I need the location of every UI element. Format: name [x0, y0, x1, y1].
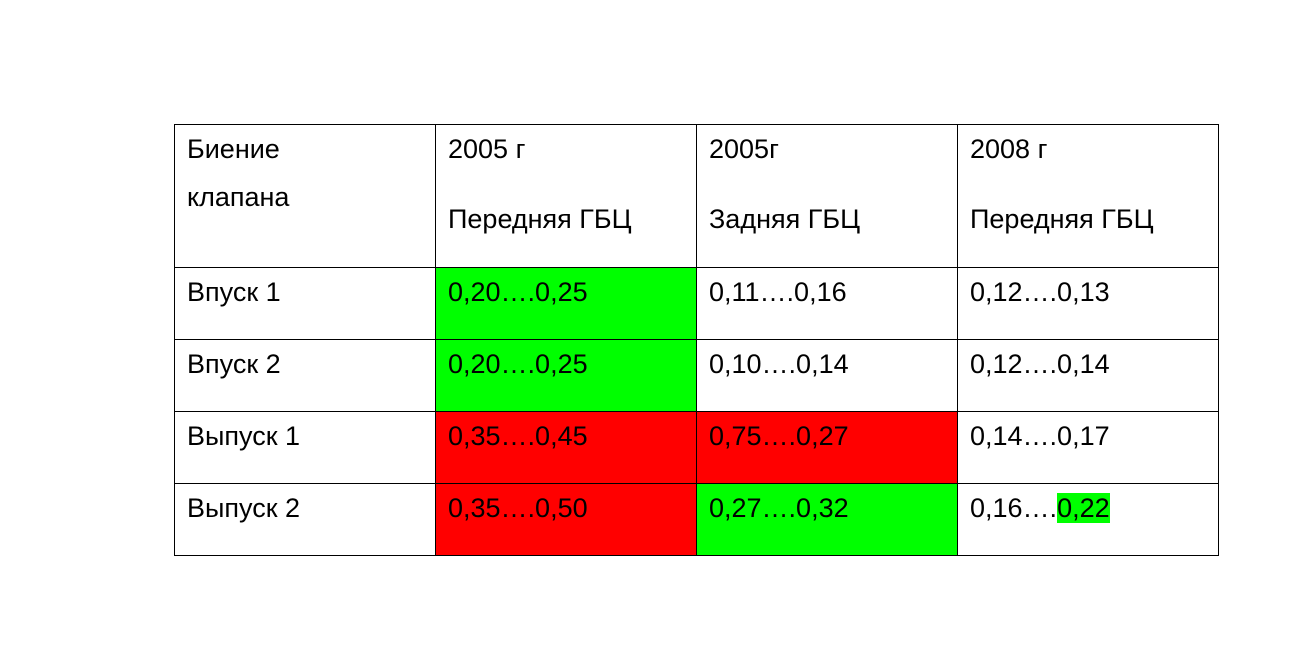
header-row: Биение клапана 2005 г Передняя ГБЦ 2005г З…	[174, 124, 1219, 268]
header-label: Передняя ГБЦ	[448, 204, 632, 234]
cell: 0,35….0,45	[435, 411, 697, 484]
row: Впуск 1 0,20….0,25 0,11….0,16 0,12….0,13	[174, 267, 1219, 340]
header-cell: 2008 г Передняя ГБЦ	[957, 124, 1219, 268]
cell: 0,12….0,13	[957, 267, 1219, 340]
header-label: Задняя ГБЦ	[709, 204, 861, 234]
cell: 0,11….0,16	[696, 267, 958, 340]
header-year: 2005г	[709, 134, 779, 164]
cell: Впуск 1	[174, 267, 436, 340]
cell: 0,75….0,27	[696, 411, 958, 484]
header-year: 2005 г	[448, 134, 526, 164]
header-cell: Биение клапана	[174, 124, 436, 268]
header-cell: 2005 г Передняя ГБЦ	[435, 124, 697, 268]
cell: 0,27….0,32	[696, 483, 958, 556]
data-table: Биение клапана 2005 г Передняя ГБЦ 2005г З…	[174, 124, 1219, 556]
cell: 0,20….0,25	[435, 339, 697, 412]
header-label: Передняя ГБЦ	[970, 204, 1154, 234]
cell: Впуск 2	[174, 339, 436, 412]
header-text: Биение клапана	[187, 134, 290, 212]
cell: 0,16….0,22	[957, 483, 1219, 556]
cell: 0,14….0,17	[957, 411, 1219, 484]
cell: Выпуск 2	[174, 483, 436, 556]
cell: 0,10….0,14	[696, 339, 958, 412]
cell: 0,20….0,25	[435, 267, 697, 340]
header-cell: 2005г Задняя ГБЦ	[696, 124, 958, 268]
cell: 0,12….0,14	[957, 339, 1219, 412]
cell-text: 0,16….	[970, 493, 1058, 523]
cell: Выпуск 1	[174, 411, 436, 484]
header-year: 2008 г	[970, 134, 1048, 164]
row: Выпуск 1 0,35….0,45 0,75….0,27 0,14….0,1…	[174, 411, 1219, 484]
highlighted-text: 0,22	[1057, 493, 1110, 523]
row: Выпуск 2 0,35….0,50 0,27….0,32 0,16….0,2…	[174, 483, 1219, 556]
cell: 0,35….0,50	[435, 483, 697, 556]
row: Впуск 2 0,20….0,25 0,10….0,14 0,12….0,14	[174, 339, 1219, 412]
